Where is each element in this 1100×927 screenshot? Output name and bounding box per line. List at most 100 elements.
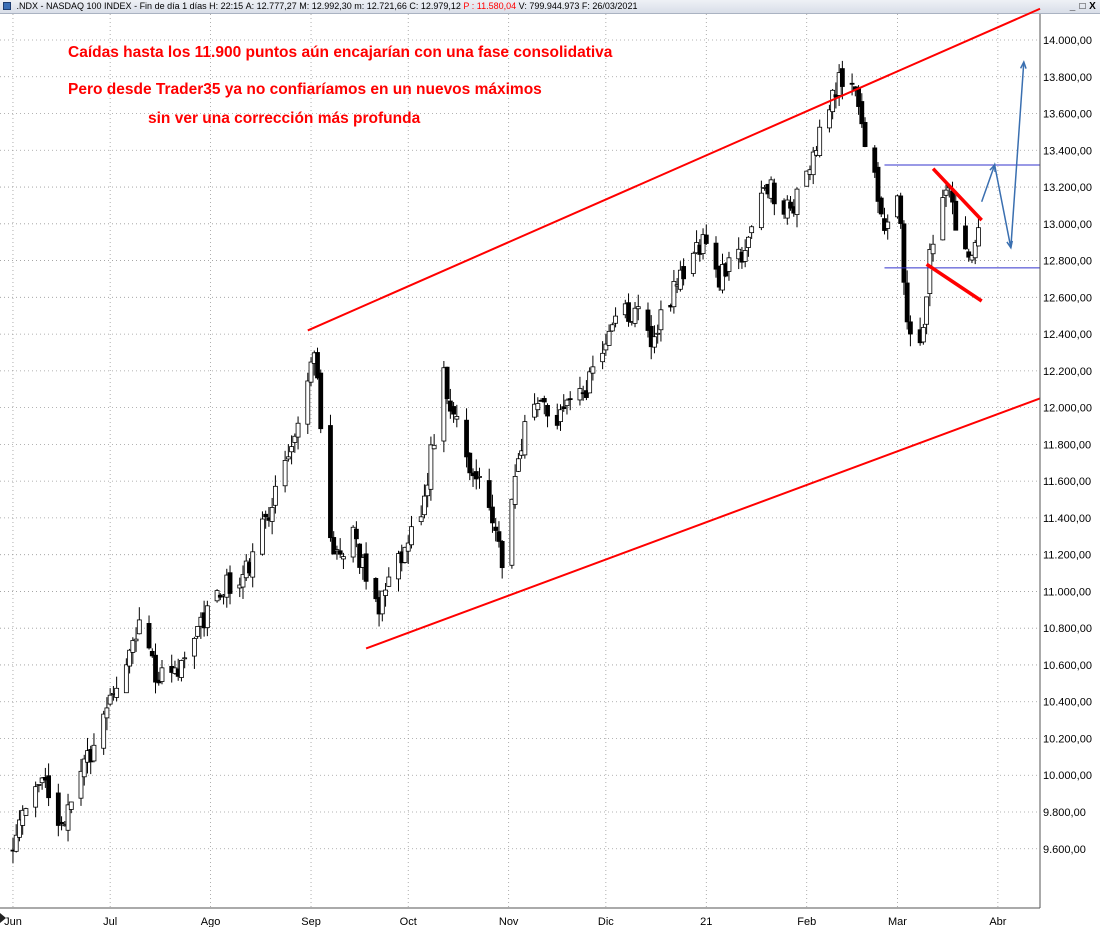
candle-98 xyxy=(451,401,456,423)
candle-143 xyxy=(655,324,661,344)
candle-body-up xyxy=(341,556,346,560)
candle-body-down xyxy=(878,197,884,215)
candle-209 xyxy=(953,194,959,231)
candle-108 xyxy=(496,521,502,548)
candle-192 xyxy=(878,196,884,218)
candle-44 xyxy=(204,600,210,637)
candle-213 xyxy=(972,239,978,265)
candle-9 xyxy=(46,763,51,807)
candle-164 xyxy=(749,225,755,239)
symbol-label: .NDX xyxy=(16,1,39,11)
candle-body-down xyxy=(963,225,968,250)
close-button[interactable]: X xyxy=(1089,1,1097,12)
candle-body-up xyxy=(655,332,661,335)
candle-body-up xyxy=(65,804,71,831)
candle-188 xyxy=(859,93,865,128)
candle-125 xyxy=(577,376,583,406)
candle-body-down xyxy=(363,553,369,582)
period-label: Fin de día 1 días xyxy=(139,1,207,11)
candle-71 xyxy=(331,531,337,555)
candle-body-up xyxy=(431,444,437,450)
candle-39 xyxy=(182,651,188,669)
candle-149 xyxy=(681,258,687,286)
candle-75 xyxy=(350,525,356,563)
candle-body-up xyxy=(425,484,431,497)
candle-body-down xyxy=(833,94,839,98)
candle-115 xyxy=(532,393,537,421)
candle-190 xyxy=(872,145,878,178)
candle-body-up xyxy=(943,189,949,196)
candle-body-up xyxy=(282,460,288,487)
candle-body-down xyxy=(315,352,320,379)
candle-body-down xyxy=(626,302,631,322)
candle-72 xyxy=(334,545,340,560)
y-tick-label-11: 11.800,00 xyxy=(1043,439,1091,451)
candle-body-up xyxy=(515,458,521,472)
candle-77 xyxy=(357,543,363,574)
candle-body-up xyxy=(784,199,790,219)
high-time: H: 22:15 xyxy=(209,1,244,11)
candle-27 xyxy=(130,637,136,664)
x-tick-label-4: Oct xyxy=(400,916,417,927)
candle-body-down xyxy=(908,321,913,335)
candle-body-up xyxy=(930,243,936,255)
candle-body-up xyxy=(477,476,482,478)
candle-body-up xyxy=(428,444,434,490)
candle-62 xyxy=(289,435,294,465)
candle-150 xyxy=(690,251,696,277)
candle-body-up xyxy=(295,422,301,438)
minimize-button[interactable]: _ xyxy=(1069,1,1077,12)
candle-162 xyxy=(742,239,748,268)
candle-2 xyxy=(17,810,22,842)
candle-body-up xyxy=(405,542,411,552)
candle-172 xyxy=(788,196,793,211)
candle-body-up xyxy=(972,242,978,259)
candle-142 xyxy=(652,325,657,354)
candle-30 xyxy=(146,615,152,650)
candle-body-down xyxy=(713,242,719,270)
candle-body-down xyxy=(966,251,972,258)
window-controls: _ □ X xyxy=(1068,0,1098,13)
candle-body-up xyxy=(590,366,596,374)
candle-body-down xyxy=(584,390,589,398)
max-value: M: 12.992,30 xyxy=(299,1,352,11)
candle-199 xyxy=(908,315,913,347)
x-tick-label-8: Feb xyxy=(797,916,816,927)
candle-91 xyxy=(422,484,427,519)
candle-114 xyxy=(522,414,528,459)
candle-body-down xyxy=(561,406,567,410)
candle-94 xyxy=(431,434,437,450)
candle-body-up xyxy=(749,226,755,234)
candle-body-up xyxy=(635,306,641,310)
candle-body-down xyxy=(490,506,495,524)
candle-203 xyxy=(927,243,933,307)
min-value: m: 12.721,66 xyxy=(354,1,407,11)
candle-body-up xyxy=(409,526,414,546)
price-axis: 9.600,00 9.800,00 10.000,00 10.200,00 10.400… xyxy=(1039,14,1092,908)
candle-40 xyxy=(191,636,197,669)
candle-body-up xyxy=(535,403,541,411)
candle-body-up xyxy=(269,507,275,522)
projection-arrowhead-icon xyxy=(989,163,996,173)
annotation-0: Caídas hasta los 11.900 puntos aún encaj… xyxy=(68,44,613,61)
x-tick-label-5: Nov xyxy=(499,916,519,927)
candle-body-down xyxy=(901,223,907,283)
candle-body-down xyxy=(486,480,492,508)
candle-26 xyxy=(127,648,132,674)
candle-body-up xyxy=(240,574,246,588)
candle-body-up xyxy=(289,446,294,453)
candle-153 xyxy=(700,228,706,260)
candle-body-up xyxy=(422,495,427,516)
candle-body-up xyxy=(33,786,39,808)
candle-body-down xyxy=(771,182,777,205)
volume-value: V: 799.944.973 xyxy=(518,1,580,11)
candle-61 xyxy=(285,444,291,462)
candle-38 xyxy=(179,659,184,682)
candle-body-down xyxy=(496,531,502,542)
candle-body-up xyxy=(386,576,392,587)
candle-182 xyxy=(833,82,839,109)
scroll-left-arrow-icon[interactable] xyxy=(0,913,6,923)
maximize-button[interactable]: □ xyxy=(1079,1,1087,12)
candle-21 xyxy=(104,697,110,731)
